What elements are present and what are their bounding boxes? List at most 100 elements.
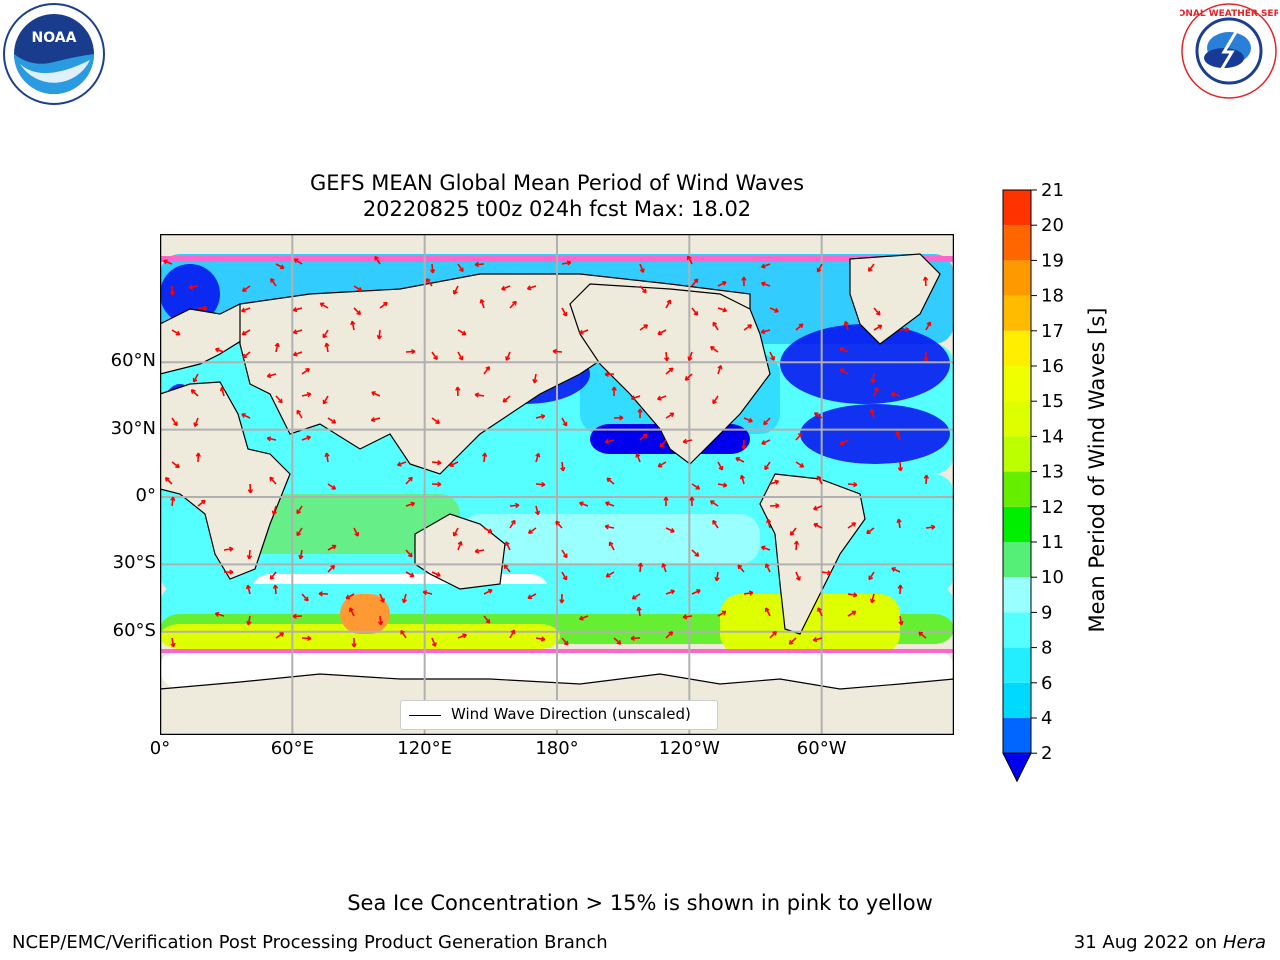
wave-direction-arrowhead [789, 531, 795, 536]
wave-direction-arrowhead [741, 276, 747, 281]
wave-direction-arrow [527, 593, 537, 599]
wave-direction-arrowhead [479, 298, 485, 304]
wave-direction-arrowhead [775, 503, 780, 509]
wave-direction-arrowhead [905, 326, 910, 333]
wave-direction-arrow [371, 391, 381, 397]
wave-direction-arrowhead [400, 629, 405, 635]
x-tick-label: 120°E [397, 738, 453, 759]
wave-direction-arrowhead [668, 367, 674, 373]
wave-direction-arrow [474, 393, 485, 397]
wave-direction-arrowhead [611, 386, 617, 391]
wave-direction-arrow [163, 259, 173, 265]
wave-direction-arrowhead [324, 452, 330, 458]
field-patch [240, 494, 460, 554]
wave-direction-arrowhead [229, 569, 234, 575]
wave-direction-arrowhead [449, 462, 454, 467]
x-tick-label: 0° [149, 738, 171, 759]
map-border [160, 234, 954, 735]
wave-direction-arrow [397, 461, 407, 466]
x-tick-label: 60°E [270, 738, 314, 759]
wave-direction-arrowhead [408, 476, 413, 482]
wave-direction-arrow [535, 453, 540, 463]
wave-direction-arrow [241, 307, 251, 312]
wave-direction-arrowhead [663, 496, 669, 501]
wave-direction-arrow [639, 562, 642, 573]
wave-direction-arrow [349, 607, 355, 617]
wave-direction-arrowhead [379, 598, 385, 603]
wave-direction-arrow [299, 549, 303, 559]
wave-direction-arrow [220, 387, 225, 397]
wave-direction-arrow [275, 632, 284, 639]
wave-direction-arrow [483, 615, 491, 624]
wave-direction-arrowhead [164, 477, 170, 482]
wave-direction-arrow [425, 278, 433, 287]
map-legend: Wind Wave Direction (unscaled) [400, 700, 718, 730]
wave-direction-arrowhead [748, 590, 754, 596]
wave-direction-arrowhead [411, 348, 416, 355]
wave-direction-arrow [503, 564, 511, 573]
wave-direction-arrowhead [763, 420, 768, 426]
y-tick-label: 0° [135, 485, 156, 506]
wave-direction-arrowhead [350, 320, 356, 326]
wave-direction-arrowhead [898, 620, 904, 626]
wave-direction-arrowhead [748, 417, 753, 423]
wave-direction-arrow [743, 417, 753, 423]
wave-direction-arrow [639, 324, 648, 331]
wave-direction-arrowhead [481, 452, 488, 457]
wave-direction-arrowhead [764, 563, 770, 568]
wave-direction-arrow [691, 549, 700, 557]
wave-direction-arrow [483, 452, 486, 463]
wave-direction-arrow [322, 395, 329, 405]
wave-direction-arrowhead [684, 376, 690, 381]
wave-direction-arrow [761, 329, 771, 334]
wave-direction-arrow [269, 571, 277, 580]
y-tick-label: 60°S [112, 619, 156, 641]
wave-direction-arrowhead [195, 452, 201, 457]
wave-direction-arrow [769, 480, 779, 485]
wave-direction-arrow [561, 307, 568, 317]
wave-direction-arrowhead [269, 476, 275, 482]
wave-direction-arrowhead [799, 462, 805, 468]
wave-direction-arrowhead [534, 510, 541, 516]
wave-direction-arrow [561, 417, 568, 427]
wave-direction-arrowhead [242, 353, 248, 359]
wave-direction-arrowhead [741, 445, 747, 450]
wave-direction-arrow [171, 329, 181, 336]
wave-direction-arrowhead [274, 342, 280, 348]
wave-direction-arrow [891, 392, 901, 397]
wave-direction-arrow [769, 630, 777, 639]
colorbar-tick-label: 16 [1041, 356, 1064, 377]
wave-direction-arrowhead [795, 576, 801, 581]
greenland [849, 253, 941, 345]
wave-direction-arrowhead [504, 541, 510, 546]
wave-direction-arrowhead [852, 592, 858, 598]
wave-direction-arrowhead [764, 607, 770, 613]
wave-direction-arrow [400, 630, 407, 639]
wave-direction-arrow [743, 591, 754, 595]
wave-direction-arrowhead [293, 351, 298, 357]
wave-direction-arrow [405, 502, 415, 507]
wave-direction-arrowhead [788, 640, 794, 645]
wave-direction-arrowhead [826, 570, 832, 576]
wave-direction-arrow [665, 367, 674, 375]
graticule [160, 234, 954, 735]
wave-direction-arrow [509, 629, 516, 639]
wave-direction-arrow [813, 523, 823, 529]
wave-direction-arrowhead [637, 408, 643, 413]
wave-direction-arrow [405, 549, 413, 558]
wave-direction-arrow [351, 321, 355, 331]
wave-direction-arrowhead [455, 386, 461, 391]
wave-direction-arrowhead [562, 421, 568, 427]
wave-direction-arrow [171, 637, 175, 648]
wave-direction-arrowhead [721, 610, 727, 616]
wave-direction-arrow [665, 412, 675, 419]
colorbar-segment [1003, 506, 1031, 542]
wave-direction-arrowhead [330, 564, 336, 570]
wave-direction-arrow [691, 307, 699, 316]
colorbar-tick-label: 8 [1041, 638, 1052, 659]
wave-direction-arrowhead [269, 575, 275, 580]
wave-direction-arrow [171, 496, 174, 507]
wave-direction-arrowhead [643, 324, 649, 329]
wave-direction-arrow [301, 436, 311, 441]
wave-direction-arrowhead [526, 285, 532, 291]
